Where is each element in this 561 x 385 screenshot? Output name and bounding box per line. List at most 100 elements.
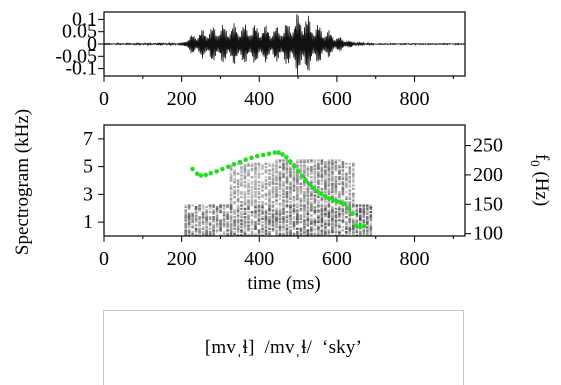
spectrogram-cell bbox=[282, 217, 285, 220]
spectrogram-cell bbox=[355, 206, 359, 209]
spectrogram-cell bbox=[303, 226, 306, 229]
spectrogram-cell bbox=[233, 169, 236, 172]
spectrogram-cell bbox=[317, 199, 320, 202]
spectrogram-cell bbox=[254, 192, 257, 195]
spectrogram-cell bbox=[282, 216, 285, 219]
spectrogram-cell bbox=[271, 222, 275, 225]
spectrogram-cell bbox=[278, 179, 282, 182]
spectrogram-cell bbox=[369, 222, 373, 225]
spectrogram-cell bbox=[212, 209, 215, 212]
spectrogram-cell bbox=[345, 216, 348, 219]
spectrogram-cell bbox=[219, 226, 222, 229]
spectrogram-energy bbox=[184, 159, 373, 237]
spectrogram-cell bbox=[334, 191, 338, 194]
spectrogram-cell bbox=[184, 211, 187, 214]
spectrogram-cell bbox=[222, 222, 226, 225]
spectrogram-cell bbox=[219, 224, 222, 227]
spectrogram-cell bbox=[215, 207, 219, 210]
spectrogram-cell bbox=[282, 184, 285, 187]
spectrogram-cell bbox=[331, 217, 334, 220]
spectrogram-cell bbox=[324, 199, 327, 202]
spectrogram-cell bbox=[254, 199, 257, 202]
spectrogram-cell bbox=[271, 229, 275, 232]
spectrogram-cell bbox=[187, 206, 191, 209]
spectrogram-cell bbox=[243, 204, 247, 207]
f0-point bbox=[284, 155, 289, 160]
spectrogram-cell bbox=[362, 221, 366, 224]
f0-point bbox=[276, 150, 282, 155]
spectrogram-cell bbox=[359, 214, 362, 217]
spectrogram-cell bbox=[289, 234, 292, 237]
spectrogram-cell bbox=[198, 231, 201, 234]
spectrogram-cell bbox=[278, 181, 282, 184]
spectrogram-cell bbox=[205, 221, 208, 224]
f0-point bbox=[311, 186, 316, 191]
spectrogram-cell bbox=[205, 229, 208, 232]
y2-axis-title: f0 (Hz) bbox=[528, 154, 552, 206]
spectrogram-cell bbox=[212, 234, 215, 237]
spectrogram-cell bbox=[303, 161, 306, 164]
spectrogram-cell bbox=[341, 194, 345, 197]
spectrogram-cell bbox=[205, 211, 208, 214]
spectrogram-cell bbox=[348, 229, 352, 232]
spectrogram-cell bbox=[268, 204, 271, 207]
spectrogram-cell bbox=[275, 216, 278, 219]
f0-point bbox=[346, 206, 351, 211]
spectrogram-cell bbox=[243, 219, 247, 222]
spectrogram-cell bbox=[243, 212, 247, 215]
spectrogram-cell bbox=[257, 187, 261, 190]
spectrogram-cell bbox=[240, 184, 243, 187]
spectrogram-cell bbox=[352, 181, 355, 184]
spectrogram-cell bbox=[296, 234, 299, 237]
spectrogram-cell bbox=[271, 209, 275, 212]
spectrogram-cell bbox=[306, 214, 310, 217]
spectrogram-cell bbox=[341, 199, 345, 202]
spectrogram-cell bbox=[250, 181, 254, 184]
spectrogram-cell bbox=[261, 184, 264, 187]
spectrogram-cell bbox=[320, 229, 324, 232]
spectrogram-cell bbox=[254, 182, 257, 185]
spectrogram-cell bbox=[282, 201, 285, 204]
caption-box: [mvˌɬ] /mvˌɬ/ ‘sky’ bbox=[103, 310, 464, 385]
spectrogram-cell bbox=[320, 227, 324, 230]
spectrogram-cell bbox=[352, 187, 355, 190]
spectrogram-cell bbox=[289, 194, 292, 197]
spectrogram-cell bbox=[331, 172, 334, 175]
spectrogram-cell bbox=[275, 224, 278, 227]
spectrogram-cell bbox=[243, 177, 247, 180]
spectrogram-cell bbox=[366, 234, 369, 237]
spectrogram-cell bbox=[303, 227, 306, 230]
spectrogram-cell bbox=[257, 184, 261, 187]
spectrogram-cell bbox=[292, 226, 296, 229]
spectrogram-cell bbox=[296, 187, 299, 190]
spectrogram-cell bbox=[187, 226, 191, 229]
spectrogram-cell bbox=[254, 164, 257, 167]
spectrogram-cell bbox=[299, 172, 303, 175]
spectrogram-cell bbox=[243, 234, 247, 237]
spectrogram-cell bbox=[366, 232, 369, 235]
spectrogram-cell bbox=[275, 167, 278, 170]
spectrogram-cell bbox=[278, 176, 282, 179]
spectrogram-cell bbox=[229, 222, 233, 225]
spectrogram-cell bbox=[236, 221, 240, 224]
spectrogram-cell bbox=[313, 224, 317, 227]
spectrogram-cell bbox=[289, 166, 292, 169]
spectrogram-cell bbox=[194, 219, 198, 222]
spectrogram-cell bbox=[184, 224, 187, 227]
spectrogram-cell bbox=[348, 166, 352, 169]
f0-point bbox=[307, 182, 313, 187]
spectrogram-cell bbox=[334, 202, 338, 205]
spectrogram-cell bbox=[254, 224, 257, 227]
spectrogram-cell bbox=[289, 184, 292, 187]
spectrogram-cell bbox=[299, 167, 303, 170]
spectrogram-cell bbox=[348, 212, 352, 215]
spectrogram-cell bbox=[247, 211, 250, 214]
spectrogram-cell bbox=[219, 207, 222, 210]
spectrogram-cell bbox=[355, 231, 359, 234]
spectrogram-cell bbox=[341, 221, 345, 224]
spectrogram-cell bbox=[310, 204, 313, 207]
spectrogram-cell bbox=[250, 162, 254, 165]
spectrogram-cell bbox=[345, 182, 348, 185]
spectrogram-cell bbox=[222, 226, 226, 229]
spectrogram-cell bbox=[289, 212, 292, 215]
